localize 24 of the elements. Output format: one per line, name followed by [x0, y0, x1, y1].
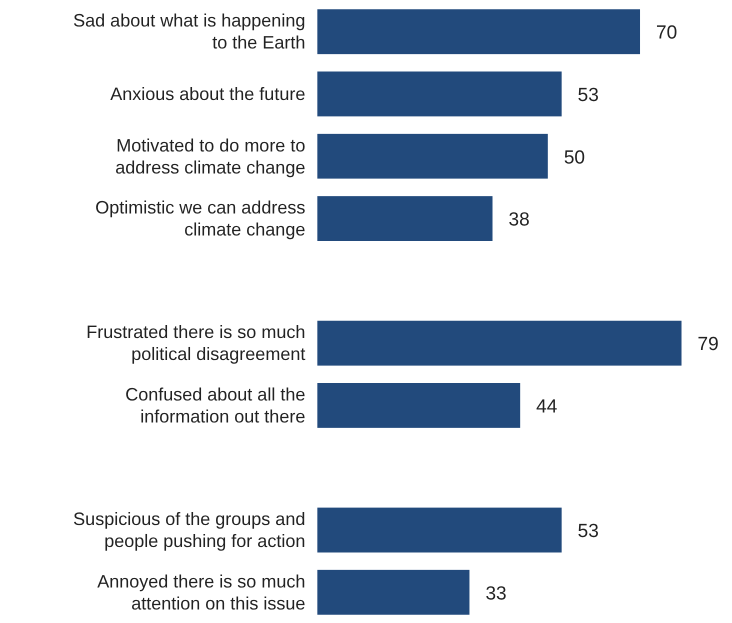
y-tick-label: Optimistic we can address climate change: [95, 198, 306, 240]
bar: [317, 570, 470, 615]
bar: [317, 134, 548, 179]
y-tick-label: Annoyed there is so much attention on this issue: [97, 571, 306, 614]
bar: [317, 508, 562, 552]
y-tick-label: Suspicious of the groups and people pushing for action: [73, 509, 306, 552]
bar: [317, 72, 562, 116]
data-label: 50: [564, 147, 585, 168]
data-label: 38: [508, 210, 530, 231]
data-label: 33: [485, 583, 507, 604]
y-tick-label: Motivated to do more to address climate change: [115, 135, 306, 178]
bar: [317, 196, 493, 241]
bar: [317, 320, 682, 366]
bar: [317, 383, 520, 428]
y-tick-label: Confused about all the information out there: [125, 384, 306, 426]
y-tick-label: Anxious about the future: [110, 84, 306, 104]
y-tick-label: Sad about what is happening to the Earth: [73, 10, 306, 53]
data-label: 70: [656, 22, 678, 44]
y-tick-label: Frustrated there is so much political disagreement: [86, 322, 306, 364]
data-label: 44: [536, 396, 558, 418]
data-label: 79: [698, 334, 719, 356]
data-label: 53: [578, 84, 599, 106]
data-label: 53: [578, 521, 599, 542]
bar: [317, 9, 640, 54]
